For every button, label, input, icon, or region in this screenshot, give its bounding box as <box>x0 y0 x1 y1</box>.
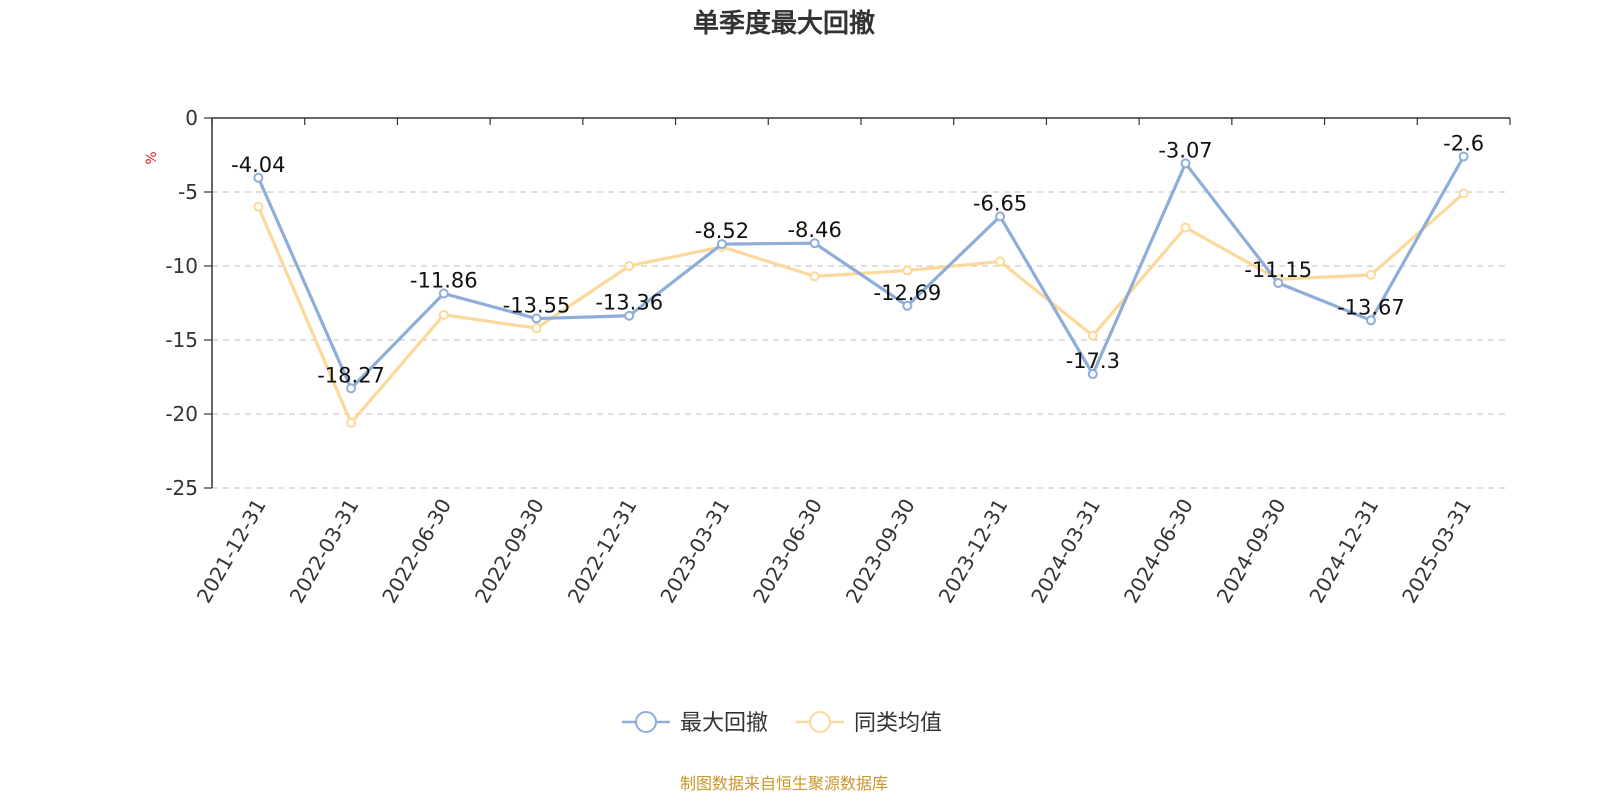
y-axis-unit: % <box>144 151 160 164</box>
x-tick-label: 2022-06-30 <box>377 495 456 608</box>
grid-lines <box>212 191 1510 489</box>
y-tick-label: -25 <box>165 476 198 500</box>
y-tick-label: -20 <box>165 402 198 426</box>
legend-item-1[interactable]: 同类均值 <box>796 711 942 736</box>
legend-label: 最大回撤 <box>680 711 768 736</box>
data-point <box>1273 278 1284 289</box>
data-point <box>1180 158 1191 169</box>
data-label: -8.52 <box>695 219 749 243</box>
series-line-1 <box>256 192 1465 425</box>
data-point <box>1365 315 1376 326</box>
x-tick-label: 2023-03-31 <box>655 495 734 608</box>
y-tick-label: -15 <box>165 328 198 352</box>
x-tick-label: 2023-06-30 <box>748 495 827 608</box>
data-point <box>531 313 542 324</box>
data-point <box>995 211 1006 222</box>
series-lines <box>253 151 1469 428</box>
x-tick-label: 2025-03-31 <box>1397 495 1476 608</box>
data-point <box>346 417 357 428</box>
data-point <box>1458 188 1469 199</box>
data-point <box>1458 151 1469 162</box>
x-tick-label: 2024-03-31 <box>1026 495 1105 608</box>
data-label: -11.15 <box>1244 258 1312 282</box>
legend-item-0[interactable]: 最大回撤 <box>622 711 768 736</box>
data-point <box>1087 369 1098 380</box>
data-label: -11.86 <box>410 269 478 293</box>
data-point <box>809 271 820 282</box>
data-point <box>1180 222 1191 233</box>
source-note: 制图数据来自恒生聚源数据库 <box>680 774 888 793</box>
data-point <box>1365 269 1376 280</box>
y-tick-label: -5 <box>178 180 198 204</box>
data-label: -12.69 <box>874 281 942 305</box>
x-tick-label: 2023-09-30 <box>841 495 920 608</box>
data-point <box>809 238 820 249</box>
legend-marker-icon <box>635 711 657 733</box>
x-tick-label: 2022-12-31 <box>563 495 642 608</box>
data-point <box>995 256 1006 267</box>
legend[interactable]: 最大回撤 同类均值 <box>622 711 942 736</box>
data-point <box>438 288 449 299</box>
data-labels: -4.04 -18.27 -11.86 -13.55 -13.36 -8.52 -8.46 -… <box>231 131 1484 387</box>
data-point <box>902 265 913 276</box>
data-point <box>1087 330 1098 341</box>
data-point <box>624 310 635 321</box>
series-line-0 <box>256 155 1466 390</box>
data-point <box>624 261 635 271</box>
x-tick-label: 2023-12-31 <box>933 495 1012 608</box>
x-tick-label: 2022-03-31 <box>284 495 363 608</box>
y-tick-label: -10 <box>165 254 198 278</box>
data-label: -13.55 <box>503 294 571 318</box>
data-label: -18.27 <box>317 363 385 387</box>
data-label: -6.65 <box>973 191 1027 215</box>
x-tick-label: 2024-12-31 <box>1304 495 1383 608</box>
data-point <box>716 239 727 250</box>
chart-title: 单季度最大回撤 <box>693 8 875 39</box>
data-label: -4.04 <box>231 153 285 177</box>
data-label: -17.3 <box>1066 349 1120 373</box>
x-tick-label: 2021-12-31 <box>192 495 271 608</box>
data-label: -13.67 <box>1337 295 1405 319</box>
x-tick-label: 2022-09-30 <box>470 495 549 608</box>
data-point <box>902 300 913 311</box>
data-label: -2.6 <box>1443 131 1484 155</box>
data-point <box>346 383 357 394</box>
data-label: -8.46 <box>787 218 841 242</box>
x-tick-label: 2024-09-30 <box>1212 495 1291 608</box>
legend-label: 同类均值 <box>854 711 942 736</box>
data-label: -13.36 <box>595 291 663 315</box>
data-point <box>253 172 264 183</box>
legend-marker-icon <box>809 711 831 733</box>
data-point <box>438 309 449 320</box>
data-point <box>531 323 542 334</box>
data-label: -3.07 <box>1158 138 1212 162</box>
y-tick-label: 0 <box>185 106 198 130</box>
x-tick-label: 2024-06-30 <box>1119 495 1198 608</box>
data-point <box>253 201 264 212</box>
